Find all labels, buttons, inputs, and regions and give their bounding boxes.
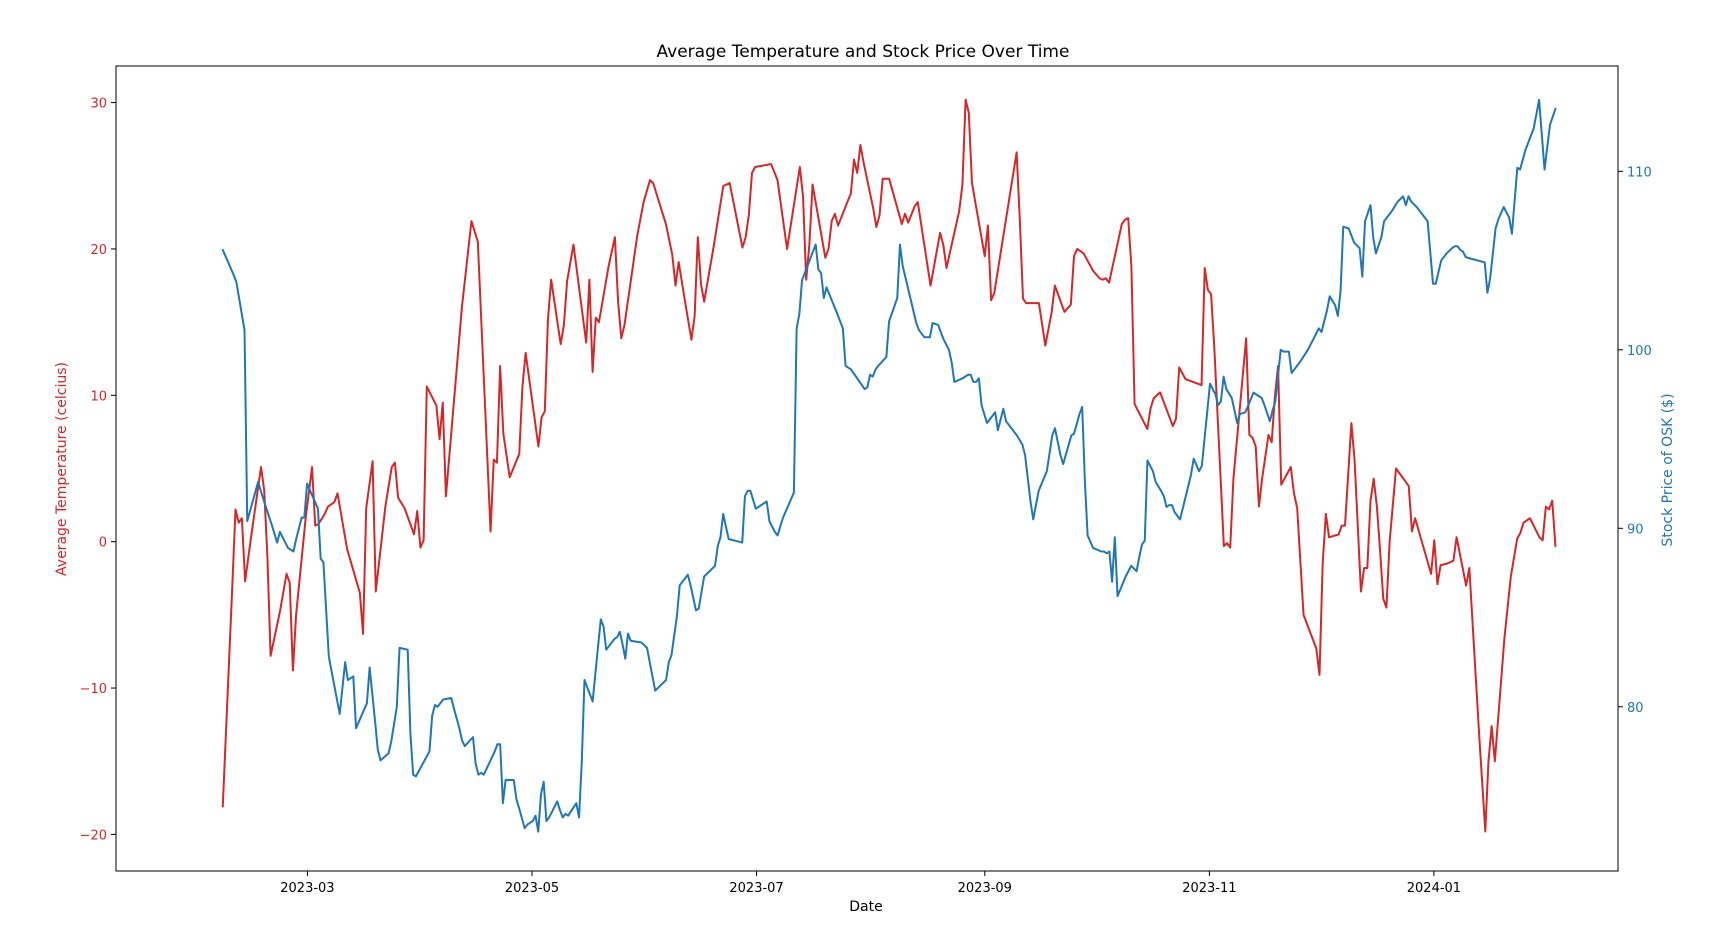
chart-title: Average Temperature and Stock Price Over…: [657, 42, 1070, 62]
x-tick-label: 2023-07: [729, 881, 783, 896]
y-left-tick-label: 0: [99, 536, 107, 551]
y-right-tick-label: 90: [1627, 522, 1644, 537]
plot-area: [221, 98, 1557, 833]
x-tick-label: 2023-09: [958, 881, 1012, 896]
y-left-tick-label: −10: [80, 682, 107, 697]
y-axis-left-label: Average Temperature (celcius): [54, 362, 70, 576]
y-left-tick-label: 10: [90, 389, 107, 404]
y-axis-right-label: Stock Price of OSK ($): [1660, 393, 1676, 546]
x-tick-label: 2023-11: [1182, 881, 1236, 896]
y-right-tick-label: 110: [1627, 165, 1652, 180]
x-tick-label: 2023-05: [505, 881, 559, 896]
x-tick-label: 2023-03: [280, 881, 334, 896]
y-axis-right: 80 90 100 110: [1618, 165, 1652, 716]
y-right-tick-label: 80: [1627, 701, 1644, 716]
x-axis-label: Date: [849, 899, 882, 915]
y-left-tick-label: 20: [90, 243, 107, 258]
y-right-tick-label: 100: [1627, 344, 1652, 359]
temperature-line: [221, 98, 1557, 833]
y-axis-left: −20 −10 0 10 20 30: [80, 97, 116, 843]
x-tick-label: 2024-01: [1407, 881, 1461, 896]
y-left-tick-label: −20: [80, 828, 107, 843]
plot-frame: [115, 65, 1619, 872]
x-axis: 2023-03 2023-05 2023-07 2023-09 2023-11 2024-…: [280, 871, 1461, 896]
stock-price-line: [221, 98, 1557, 833]
y-left-tick-label: 30: [90, 97, 107, 112]
